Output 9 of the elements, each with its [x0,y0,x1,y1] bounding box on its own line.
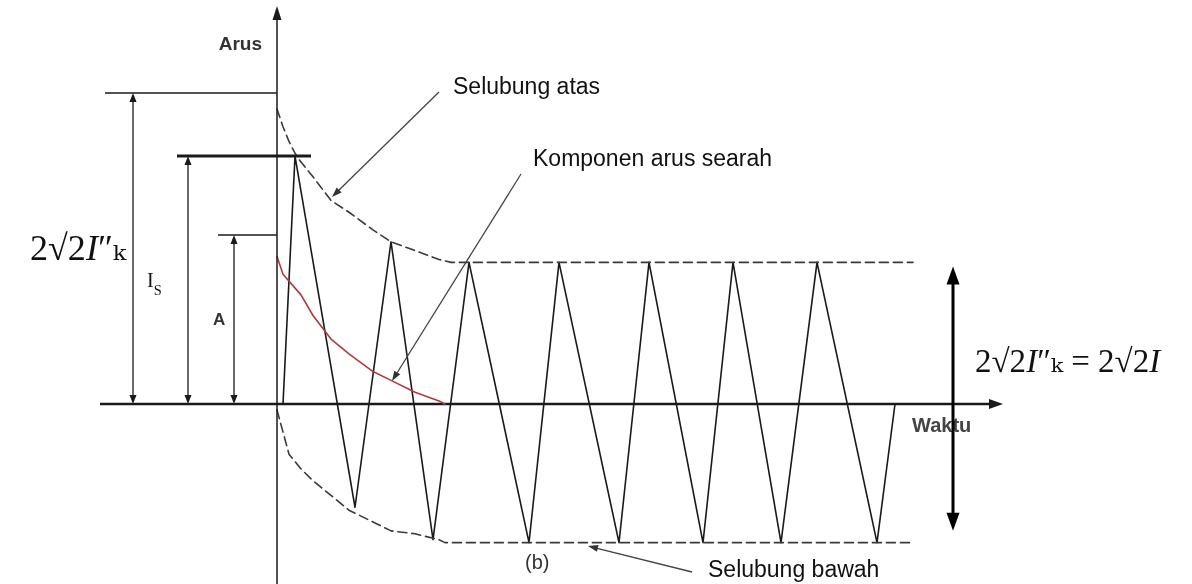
y-axis-title: Arus [218,33,262,54]
text: I$_{S}$ [147,268,162,298]
text: (b) [525,551,550,573]
annotation: Komponen arus searah [533,145,773,171]
annotation: 2√2I″ₖ = 2√2I [975,343,1163,379]
text: Selubung atas [453,73,601,99]
text: 2√2I″ₖ [30,228,127,269]
text: Selubung bawah [708,556,880,582]
text: A [213,310,226,330]
